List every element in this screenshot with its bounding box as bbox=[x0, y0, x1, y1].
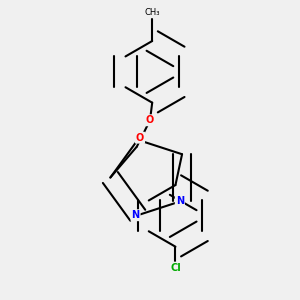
Text: CH₃: CH₃ bbox=[145, 8, 160, 17]
Text: Cl: Cl bbox=[170, 262, 181, 273]
Text: O: O bbox=[136, 133, 144, 142]
Text: N: N bbox=[176, 196, 184, 206]
Text: O: O bbox=[146, 115, 154, 125]
Text: N: N bbox=[131, 210, 140, 220]
